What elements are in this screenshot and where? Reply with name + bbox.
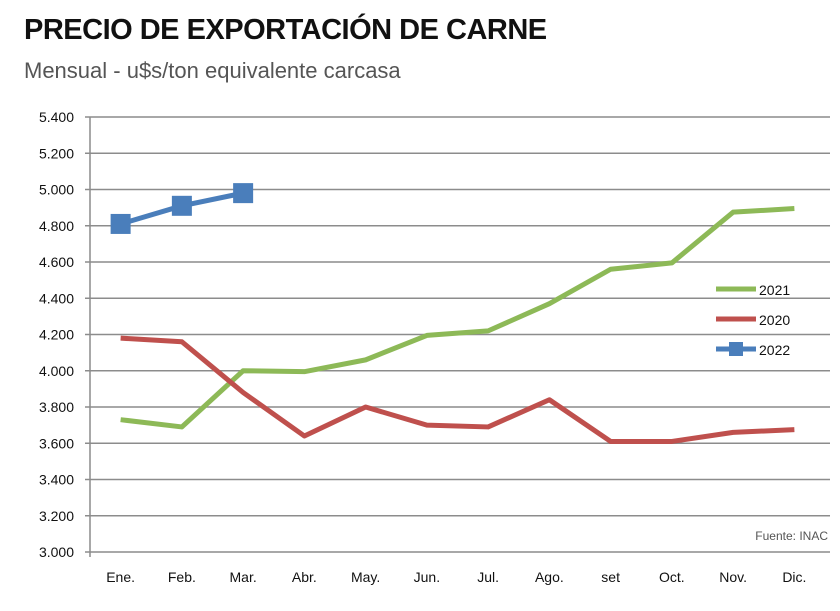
- series-line-2020: [120, 335, 795, 444]
- x-tick-label: Dic.: [782, 569, 806, 585]
- x-tick-label: Oct.: [659, 569, 685, 585]
- x-tick-label: Nov.: [719, 569, 747, 585]
- legend-label-2022: 2022: [759, 342, 790, 358]
- y-tick-label: 4.200: [39, 327, 74, 343]
- y-tick-label: 5.200: [39, 145, 74, 161]
- y-tick-label: 3.000: [39, 544, 74, 560]
- legend-label-2020: 2020: [759, 312, 790, 328]
- x-tick-label: Mar.: [230, 569, 257, 585]
- y-tick-label: 3.800: [39, 399, 74, 415]
- y-tick-label: 3.400: [39, 472, 74, 488]
- data-point-2022: [171, 195, 192, 216]
- x-tick-label: Ago.: [535, 569, 564, 585]
- y-tick-label: 4.600: [39, 254, 74, 270]
- x-tick-label: May.: [351, 569, 380, 585]
- y-tick-label: 5.400: [39, 109, 74, 125]
- y-tick-label: 3.200: [39, 508, 74, 524]
- x-tick-label: Abr.: [292, 569, 317, 585]
- y-tick-label: 4.400: [39, 290, 74, 306]
- chart-title: PRECIO DE EXPORTACIÓN DE CARNE: [24, 14, 547, 46]
- data-point-2022: [233, 183, 254, 204]
- data-point-2022: [110, 213, 131, 234]
- x-tick-label: Jun.: [414, 569, 440, 585]
- y-tick-label: 3.600: [39, 435, 74, 451]
- y-tick-label: 5.000: [39, 182, 74, 198]
- x-tick-label: set: [601, 569, 620, 585]
- series-line-2021: [120, 206, 795, 430]
- legend-label-2021: 2021: [759, 282, 790, 298]
- y-tick-label: 4.800: [39, 218, 74, 234]
- source-note: Fuente: INAC: [755, 529, 828, 543]
- x-tick-label: Feb.: [168, 569, 196, 585]
- legend-marker-2022: [729, 342, 743, 356]
- x-tick-label: Jul.: [477, 569, 499, 585]
- y-tick-label: 4.000: [39, 363, 74, 379]
- x-tick-label: Ene.: [106, 569, 135, 585]
- chart-subtitle: Mensual - u$s/ton equivalente carcasa: [24, 58, 401, 83]
